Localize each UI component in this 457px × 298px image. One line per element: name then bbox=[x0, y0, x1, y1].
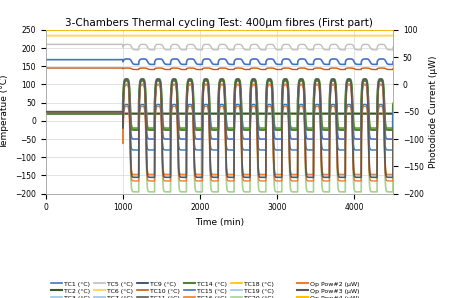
Title: 3-Chambers Thermal cycling Test: 400μm fibres (First part): 3-Chambers Thermal cycling Test: 400μm f… bbox=[65, 18, 373, 28]
Y-axis label: Temperatue (°C): Temperatue (°C) bbox=[0, 74, 10, 149]
X-axis label: Time (min): Time (min) bbox=[195, 218, 244, 227]
Legend: TC1 (°C), TC2 (°C), TC3 (°C), TC4 (°C), TC5 (°C), TC6 (°C), TC7 (°C), TC8 (°C), : TC1 (°C), TC2 (°C), TC3 (°C), TC4 (°C), … bbox=[48, 279, 362, 298]
Y-axis label: Photodiode Current (μW): Photodiode Current (μW) bbox=[429, 55, 438, 168]
